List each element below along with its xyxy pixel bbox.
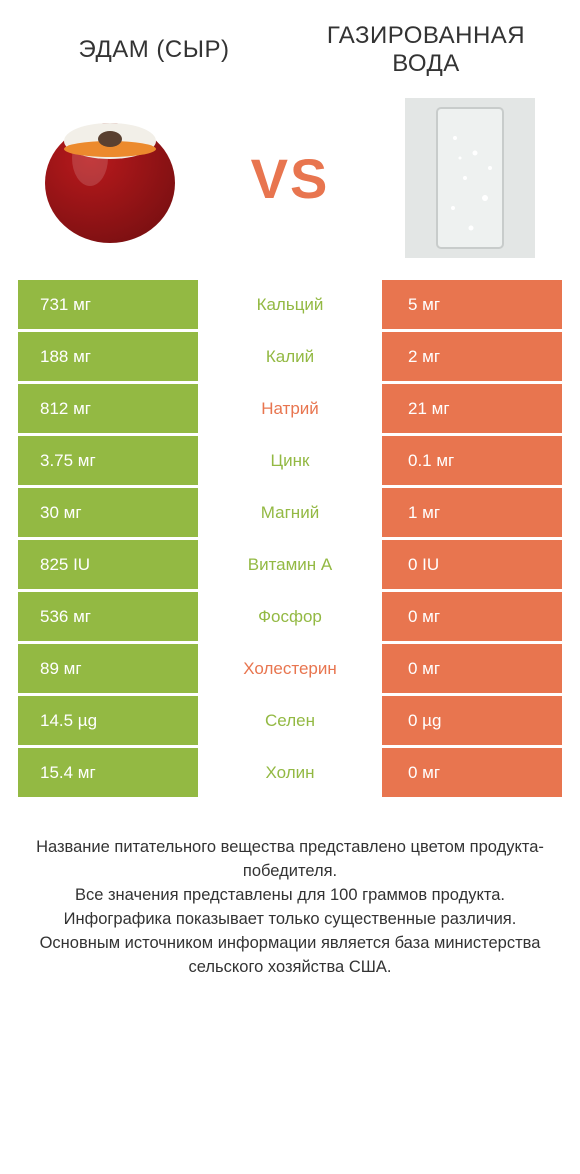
right-value: 1 мг (382, 488, 562, 537)
left-title: ЭДАМ (СЫР) (18, 36, 290, 64)
nutrient-label: Цинк (198, 436, 382, 485)
right-value: 0 мг (382, 748, 562, 797)
right-value: 0 мг (382, 592, 562, 641)
table-row: 812 мгНатрий21 мг (18, 384, 562, 433)
nutrient-label: Кальций (198, 280, 382, 329)
table-row: 15.4 мгХолин0 мг (18, 748, 562, 797)
right-image (390, 98, 550, 258)
table-row: 14.5 µgСелен0 µg (18, 696, 562, 745)
left-value: 89 мг (18, 644, 198, 693)
right-value: 0.1 мг (382, 436, 562, 485)
table-row: 3.75 мгЦинк0.1 мг (18, 436, 562, 485)
left-value: 731 мг (18, 280, 198, 329)
table-row: 30 мгМагний1 мг (18, 488, 562, 537)
left-value: 14.5 µg (18, 696, 198, 745)
right-title: ГАЗИРОВАННАЯ ВОДА (290, 22, 562, 78)
table-row: 825 IUВитамин A0 IU (18, 540, 562, 589)
table-row: 731 мгКальций5 мг (18, 280, 562, 329)
right-value: 0 µg (382, 696, 562, 745)
left-value: 15.4 мг (18, 748, 198, 797)
nutrient-label: Селен (198, 696, 382, 745)
nutrient-label: Холестерин (198, 644, 382, 693)
table-row: 536 мгФосфор0 мг (18, 592, 562, 641)
vs-label: VS (251, 146, 330, 211)
nutrient-label: Натрий (198, 384, 382, 433)
nutrient-label: Холин (198, 748, 382, 797)
right-value: 0 IU (382, 540, 562, 589)
left-value: 825 IU (18, 540, 198, 589)
right-value: 21 мг (382, 384, 562, 433)
glass-icon (405, 98, 535, 258)
left-value: 188 мг (18, 332, 198, 381)
right-value: 2 мг (382, 332, 562, 381)
right-value: 0 мг (382, 644, 562, 693)
left-value: 30 мг (18, 488, 198, 537)
footer-text: Название питательного вещества представл… (0, 800, 580, 980)
left-value: 536 мг (18, 592, 198, 641)
comparison-table: 731 мгКальций5 мг188 мгКалий2 мг812 мгНа… (0, 280, 580, 797)
left-value: 3.75 мг (18, 436, 198, 485)
nutrient-label: Магний (198, 488, 382, 537)
right-value: 5 мг (382, 280, 562, 329)
nutrient-label: Фосфор (198, 592, 382, 641)
nutrient-label: Витамин A (198, 540, 382, 589)
cheese-icon (35, 103, 185, 253)
nutrient-label: Калий (198, 332, 382, 381)
header: ЭДАМ (СЫР) ГАЗИРОВАННАЯ ВОДА (0, 0, 580, 86)
table-row: 188 мгКалий2 мг (18, 332, 562, 381)
table-row: 89 мгХолестерин0 мг (18, 644, 562, 693)
left-value: 812 мг (18, 384, 198, 433)
left-image (30, 98, 190, 258)
images-row: VS (0, 86, 580, 280)
